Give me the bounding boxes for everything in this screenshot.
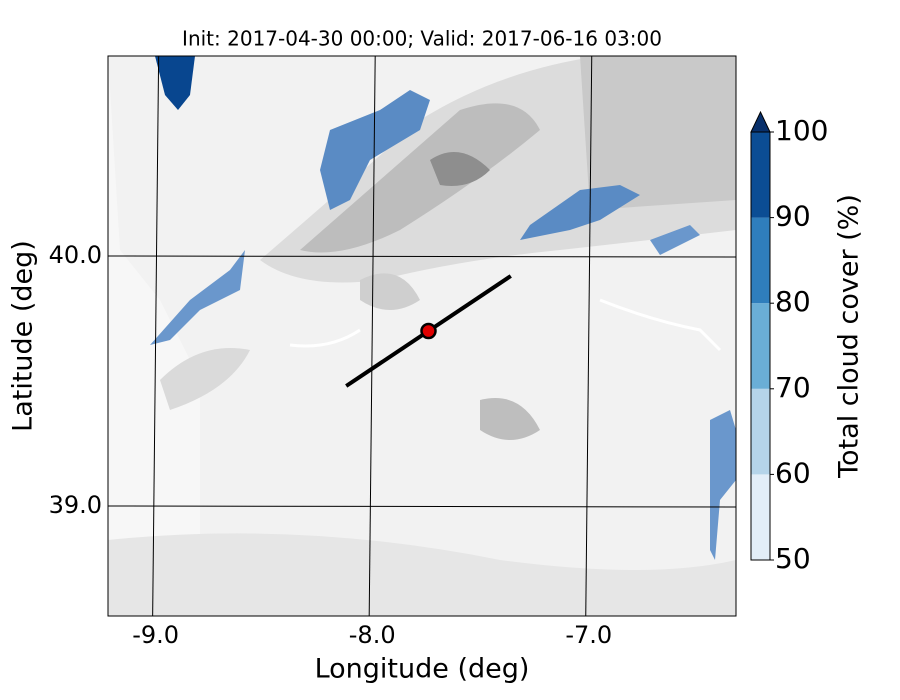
colorbar-tick-label: 70 [775, 371, 811, 404]
colorbar-label: Total cloud cover (%) [834, 194, 865, 479]
x-axis-label: Longitude (deg) [315, 654, 530, 685]
colorbar-tick-label: 60 [775, 456, 811, 489]
y-tick-label: 40.0 [49, 241, 102, 269]
x-tick-label: -9.0 [132, 621, 179, 649]
cross-section-point [420, 322, 437, 340]
grid-line [107, 505, 737, 508]
colorbar-segment [751, 474, 770, 560]
colorbar-tick-label: 50 [775, 542, 811, 575]
map-background [108, 56, 736, 616]
colorbar-frame [750, 131, 771, 561]
colorbar-tick-label: 80 [775, 285, 811, 318]
colorbar-tick-label: 90 [775, 200, 811, 233]
y-axis-label: Latitude (deg) [8, 240, 39, 432]
colorbar-extend [750, 110, 771, 133]
grid-line [107, 255, 737, 258]
colorbar-tick-label: 100 [775, 114, 828, 147]
chart-title: Init: 2017-04-30 00:00; Valid: 2017-06-1… [182, 27, 662, 51]
y-tick-label: 39.0 [49, 491, 102, 519]
x-tick-label: -7.0 [565, 621, 612, 649]
colorbar-segment [751, 303, 770, 389]
grid-line [152, 55, 160, 617]
colorbar-segment [751, 217, 770, 304]
map-frame [107, 55, 737, 617]
colorbar-segment [751, 388, 770, 475]
colorbar-segment [751, 132, 770, 218]
grid-line [585, 55, 593, 617]
grid-line [368, 55, 376, 617]
x-tick-label: -8.0 [349, 621, 396, 649]
